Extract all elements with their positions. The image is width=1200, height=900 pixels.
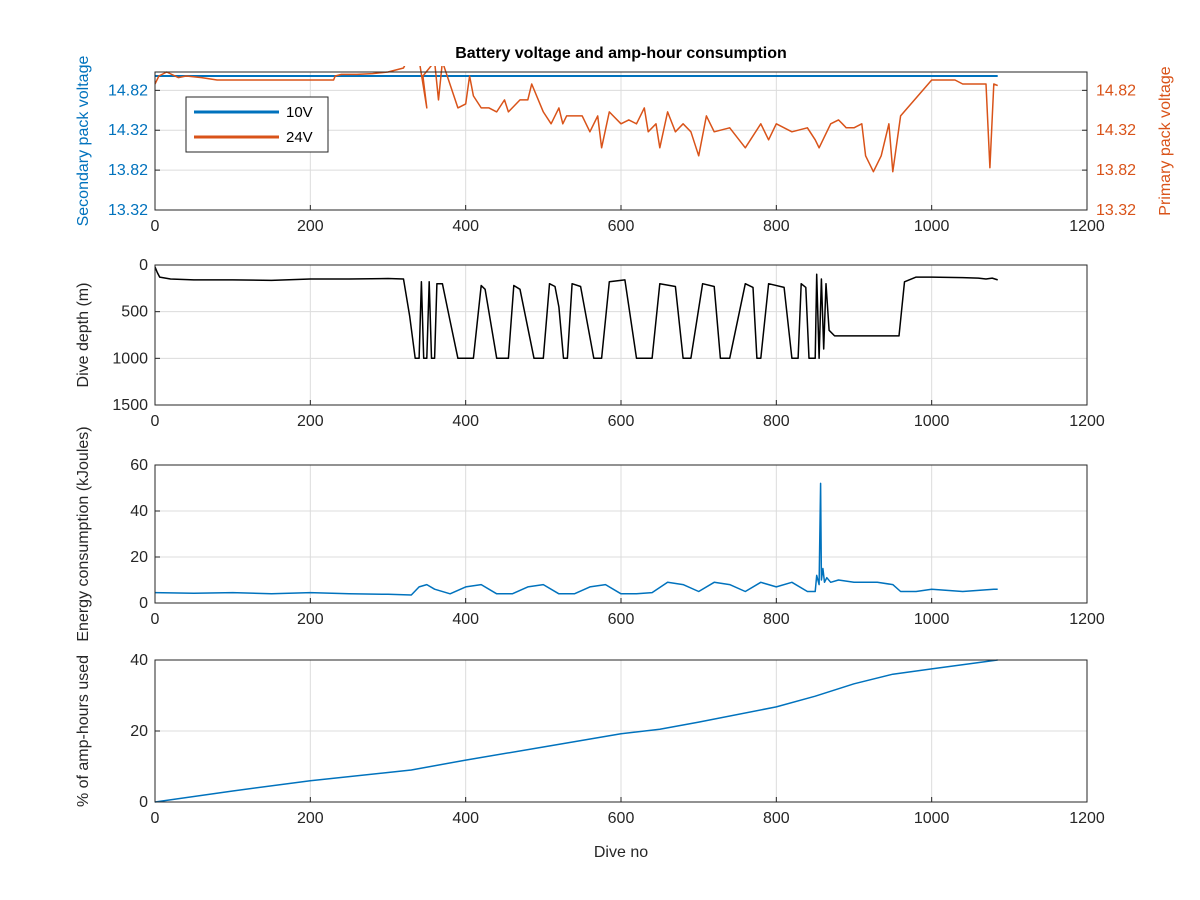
- x-tick-label: 400: [452, 810, 479, 827]
- series-group: [155, 66, 998, 173]
- x-tick-label: 1200: [1069, 611, 1105, 628]
- y-tick-label: 13.82: [108, 162, 148, 179]
- legend-label-10v: 10V: [286, 104, 313, 121]
- x-tick-label: 1200: [1069, 218, 1105, 235]
- series-group: [155, 482, 998, 596]
- x-tick-label: 1000: [914, 218, 950, 235]
- subplot-1: 0 200 400 600 800 1000 120013.3213.8214.3214.8…: [75, 45, 1174, 235]
- x-tick-label: 400: [452, 413, 479, 430]
- y-axis-label: % of amp-hours used: [75, 655, 92, 807]
- x-tick-label: 0: [151, 413, 160, 430]
- x-tick-label: 1200: [1069, 810, 1105, 827]
- y-tick-label: 13.32: [108, 202, 148, 219]
- y-tick-label: 0: [139, 794, 148, 811]
- y-tick-label: 60: [130, 457, 148, 474]
- y-tick-label: 20: [130, 549, 148, 566]
- subplot-4: 0 200 400 600 800 1000 1200 0 20 40 % of amp-hours…: [75, 652, 1105, 861]
- x-tick-label: 600: [608, 413, 635, 430]
- y-tick-label: 0: [139, 257, 148, 274]
- y-axis-label: Secondary pack voltage: [75, 56, 92, 227]
- x-tick-label: 400: [452, 218, 479, 235]
- y-tick-label: 14.82: [108, 82, 148, 99]
- y-tick-label: 20: [130, 723, 148, 740]
- x-tick-label: 800: [763, 810, 790, 827]
- series-line-1: [155, 266, 998, 360]
- x-tick-label: 1200: [1069, 413, 1105, 430]
- subplot-2: 0 200 400 600 800 1000 1200 0 500 1000 1500 Dive de…: [75, 257, 1105, 430]
- y-right-tick-label: 13.32: [1096, 202, 1136, 219]
- y-tick-label: 1000: [112, 350, 148, 367]
- series-line-1: [155, 482, 998, 596]
- x-tick-label: 1000: [914, 611, 950, 628]
- y-tick-label: 40: [130, 652, 148, 669]
- x-tick-label: 600: [608, 810, 635, 827]
- x-tick-label: 0: [151, 218, 160, 235]
- x-tick-label: 200: [297, 810, 324, 827]
- y-axis-label-right: Primary pack voltage: [1157, 66, 1174, 215]
- x-tick-label: 400: [452, 611, 479, 628]
- x-tick-label: 200: [297, 413, 324, 430]
- x-tick-label: 200: [297, 218, 324, 235]
- x-axis-label: Dive no: [594, 844, 648, 861]
- y-right-tick-label: 13.82: [1096, 162, 1136, 179]
- series-group: [155, 659, 998, 803]
- x-tick-label: 1000: [914, 413, 950, 430]
- y-axis-label: Energy consumption (kJoules): [75, 426, 92, 641]
- y-tick-label: 14.32: [108, 122, 148, 139]
- y-right-tick-label: 14.32: [1096, 122, 1136, 139]
- y-right-tick-label: 14.82: [1096, 82, 1136, 99]
- x-tick-label: 0: [151, 611, 160, 628]
- y-tick-label: 1500: [112, 397, 148, 414]
- legend-label-24v: 24V: [286, 129, 313, 146]
- x-tick-label: 600: [608, 611, 635, 628]
- x-tick-label: 800: [763, 611, 790, 628]
- x-tick-label: 1000: [914, 810, 950, 827]
- y-tick-label: 40: [130, 503, 148, 520]
- y-tick-label: 500: [121, 304, 148, 321]
- legend-box: [185, 96, 329, 153]
- x-tick-label: 0: [151, 810, 160, 827]
- y-axis-label: Dive depth (m): [75, 283, 92, 388]
- chart-title: Battery voltage and amp-hour consumption: [455, 45, 787, 62]
- x-tick-label: 200: [297, 611, 324, 628]
- subplot-3: 0 200 400 600 800 1000 1200 0 20 40 60 Energy consu…: [75, 426, 1105, 641]
- x-tick-label: 800: [763, 413, 790, 430]
- x-tick-label: 600: [608, 218, 635, 235]
- series-group: [155, 266, 998, 360]
- series-line-24v: [155, 66, 998, 173]
- x-tick-label: 800: [763, 218, 790, 235]
- series-line-1: [155, 659, 998, 803]
- y-tick-label: 0: [139, 595, 148, 612]
